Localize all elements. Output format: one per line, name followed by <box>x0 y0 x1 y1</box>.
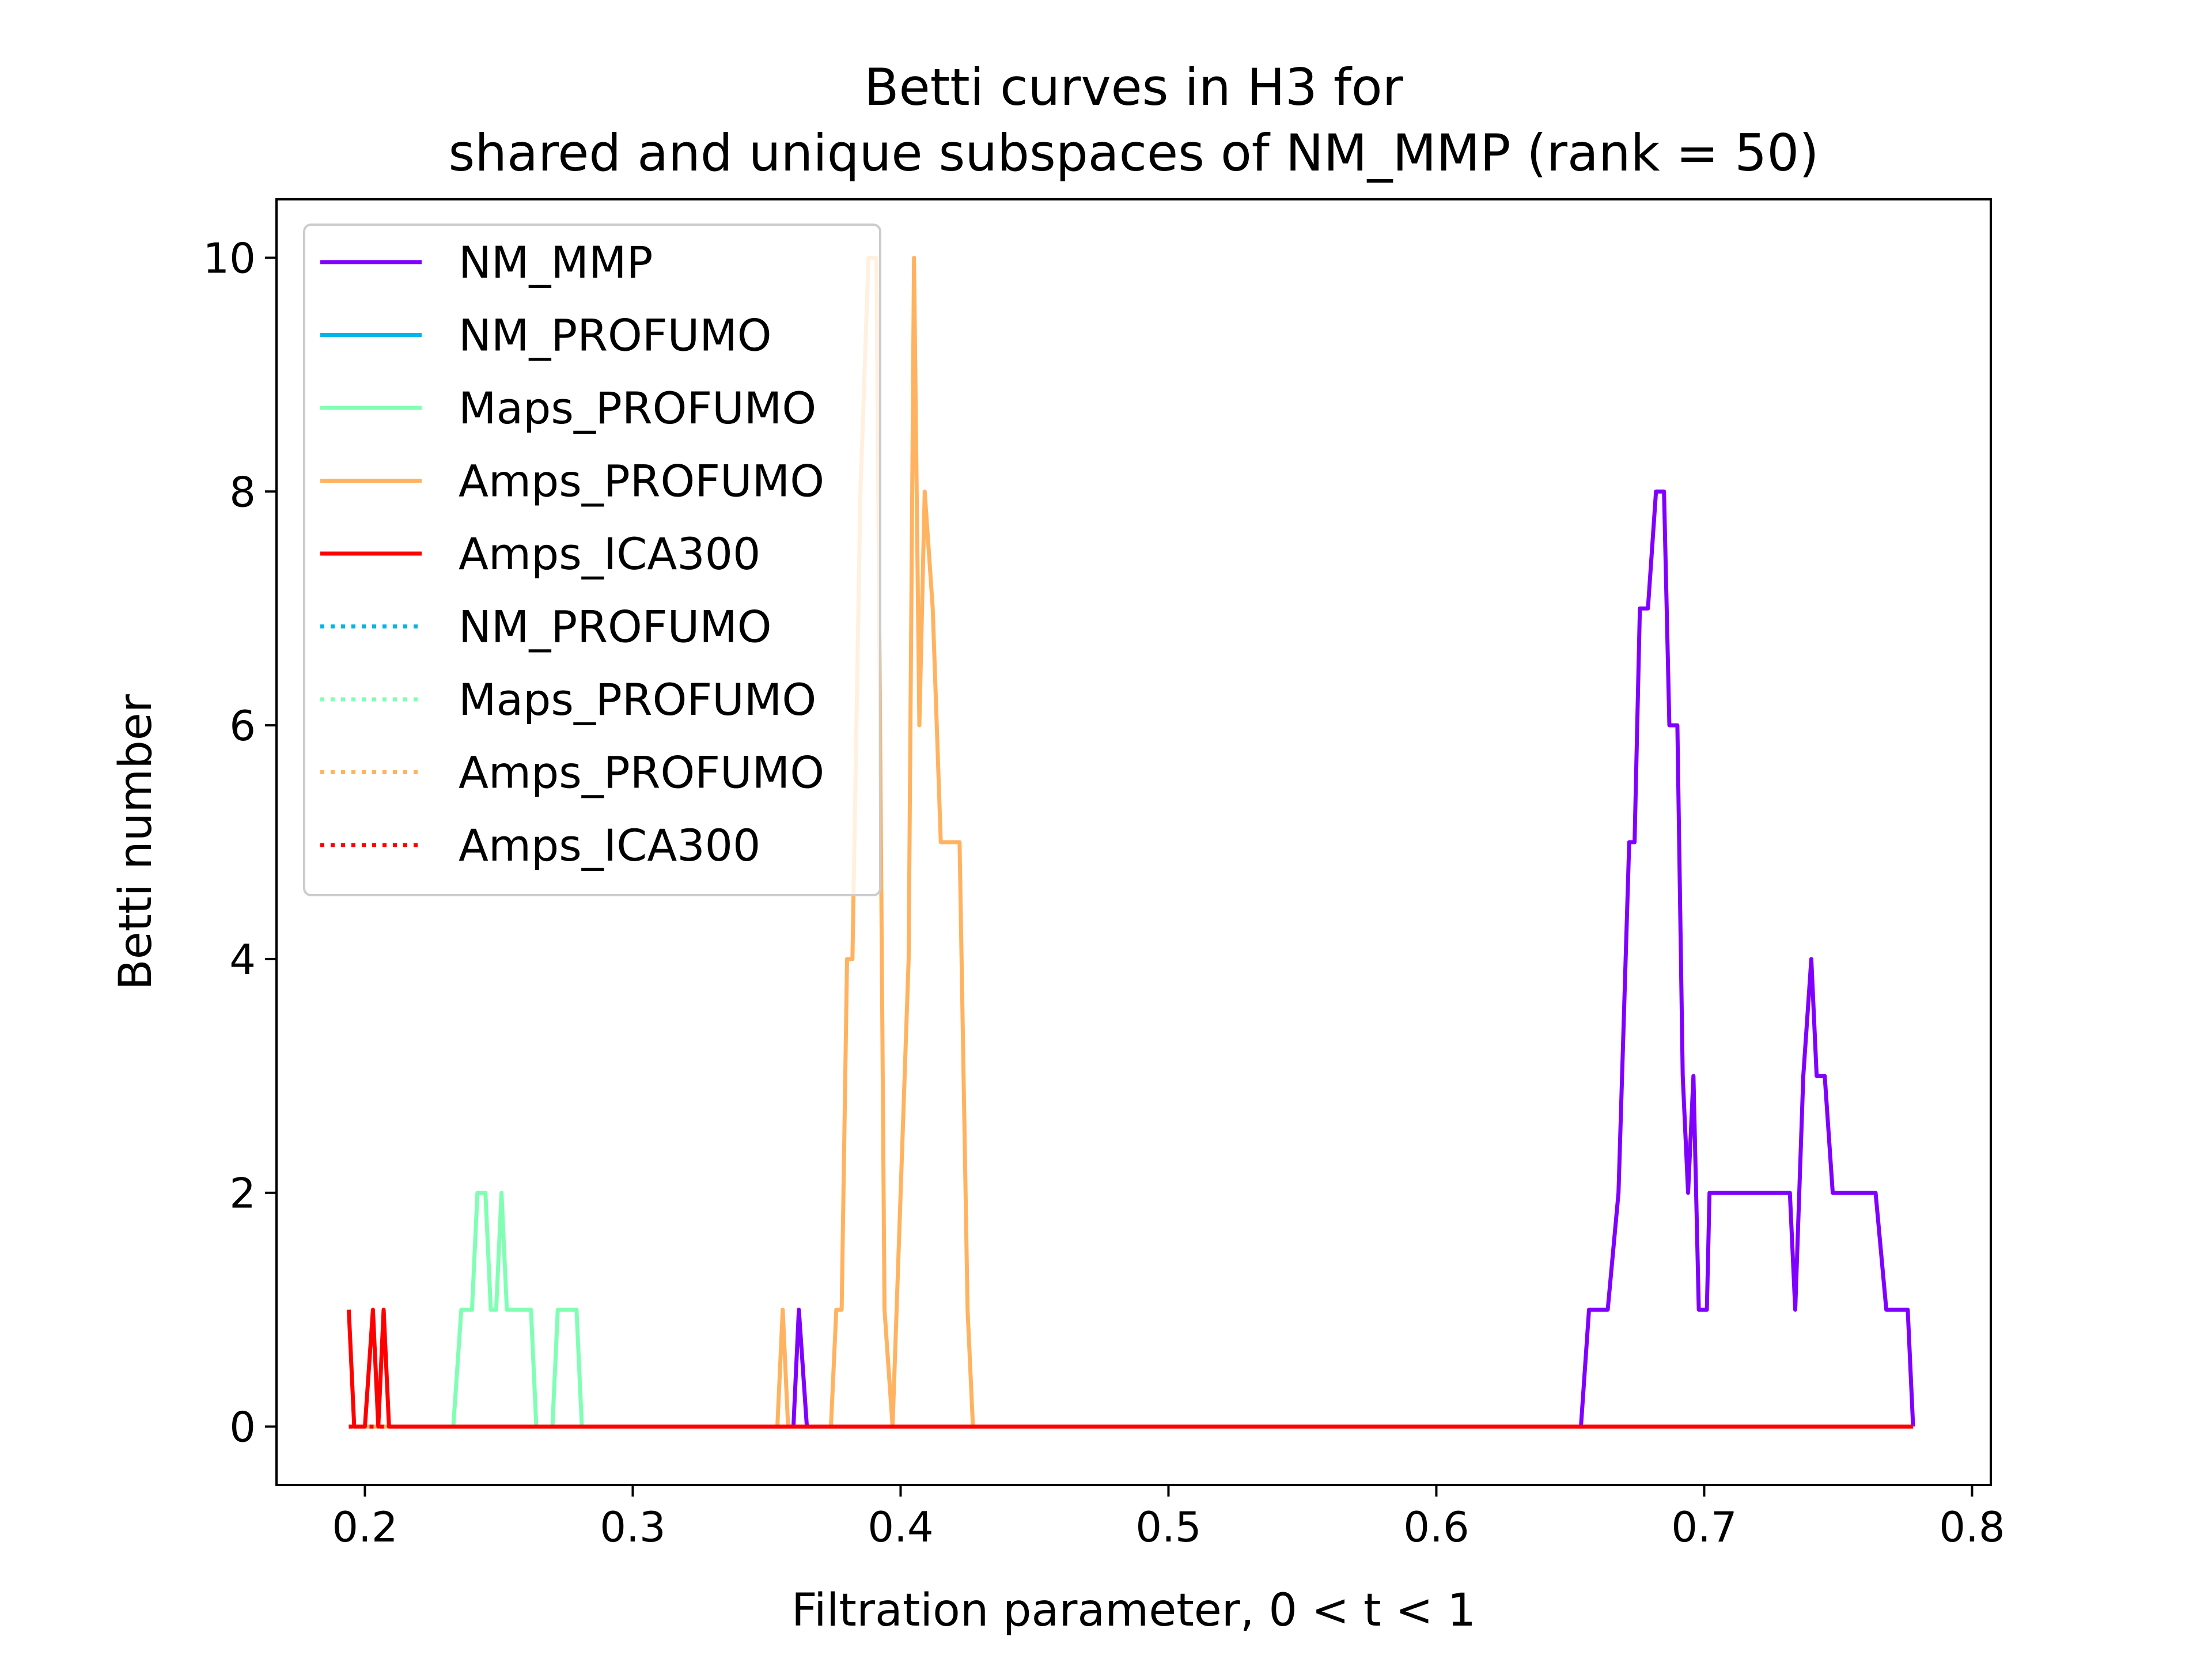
x-tick-label: 0.4 <box>868 1503 934 1551</box>
series-layer <box>347 256 1915 1429</box>
x-tick-label: 0.5 <box>1135 1503 1202 1551</box>
legend-box <box>303 224 881 896</box>
x-tick-label: 0.3 <box>600 1503 666 1551</box>
legend-label: Amps_PROFUMO <box>459 456 824 507</box>
y-tick-label: 8 <box>229 468 256 516</box>
legend-label: Maps_PROFUMO <box>459 674 816 725</box>
y-tick-label: 0 <box>229 1403 256 1452</box>
legend-label: Amps_ICA300 <box>459 528 760 579</box>
series-line-nm-mmp-solid <box>349 489 1915 1429</box>
plot-frame <box>275 198 1992 1486</box>
x-tick-label: 0.2 <box>332 1503 398 1551</box>
y-tick-label: 10 <box>203 234 256 282</box>
y-tick-label: 2 <box>229 1169 256 1218</box>
legend-label: Amps_ICA300 <box>459 820 760 871</box>
y-tick-label: 6 <box>229 702 256 750</box>
x-tick-label: 0.7 <box>1671 1503 1737 1551</box>
x-tick-label: 0.8 <box>1939 1503 2005 1551</box>
x-axis-ticks: 0.2 0.3 0.4 0.5 0.6 0.7 0.8 <box>332 1485 2005 1551</box>
y-tick-label: 4 <box>229 935 256 984</box>
legend-label: NM_MMP <box>459 237 653 288</box>
series-line-amps-profumo-solid <box>349 256 1914 1429</box>
series-line-maps-profumo-solid <box>349 1191 1914 1429</box>
chart-title-line-2: shared and unique subspaces of NM_MMP (r… <box>448 123 1819 183</box>
legend: NM_MMP NM_PROFUMO Maps_PROFUMO Amps_PROFUMO… <box>303 224 881 896</box>
x-tick-label: 0.6 <box>1403 1503 1469 1551</box>
chart-title-line-1: Betti curves in H3 for <box>864 58 1403 117</box>
y-axis-ticks: 0 2 4 6 8 10 <box>203 234 276 1452</box>
x-axis-label: Filtration parameter, 0 < t < 1 <box>791 1585 1476 1637</box>
legend-label: Maps_PROFUMO <box>459 382 816 434</box>
legend-label: NM_PROFUMO <box>459 601 772 653</box>
y-axis-label: Betti number <box>110 694 162 990</box>
legend-label: Amps_PROFUMO <box>459 747 824 798</box>
legend-label: NM_PROFUMO <box>459 310 772 361</box>
